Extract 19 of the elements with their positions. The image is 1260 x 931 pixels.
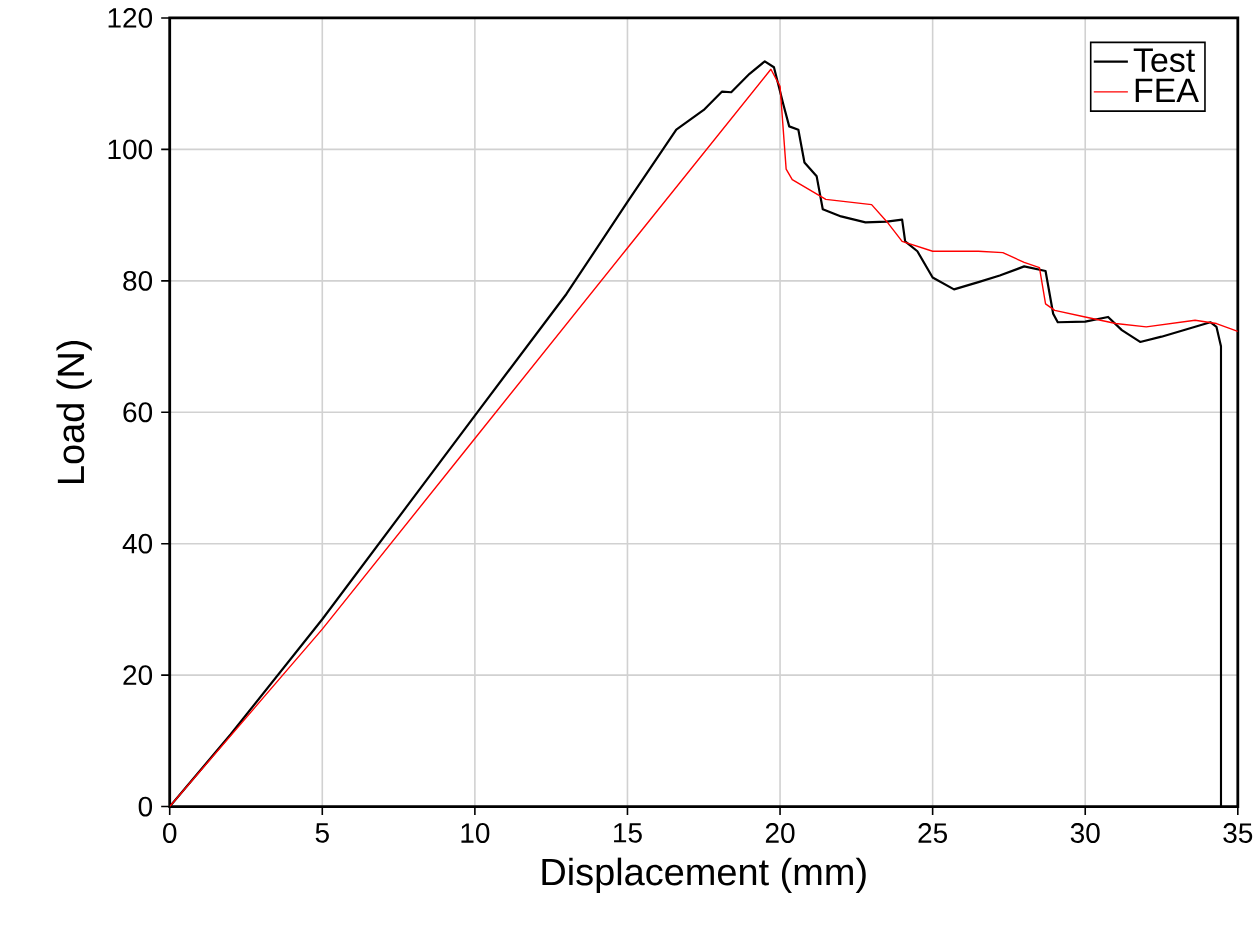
x-tick-label: 25 [918,822,947,843]
y-tick-label: 40 [122,533,153,554]
x-tick-label: 0 [163,822,177,843]
x-axis-title: Displacement (mm) [542,857,866,893]
y-axis-title: Load (N) [56,340,92,483]
legend-label: Test [1133,48,1195,72]
x-tick-label: 10 [461,822,490,843]
y-tick-label: 20 [123,665,153,685]
legend-label: FEA [1135,78,1199,102]
x-tick-label: 20 [765,822,795,843]
y-tick-label: 120 [108,7,153,28]
y-tick-label: 80 [123,270,153,291]
y-tick-label: 100 [108,139,153,160]
x-tick-label: 5 [315,822,329,843]
y-tick-label: 0 [138,796,153,817]
x-tick-label: 35 [1223,822,1253,843]
x-tick-label: 15 [614,822,642,843]
x-tick-label: 30 [1070,822,1100,843]
y-tick-label: 60 [123,402,153,422]
